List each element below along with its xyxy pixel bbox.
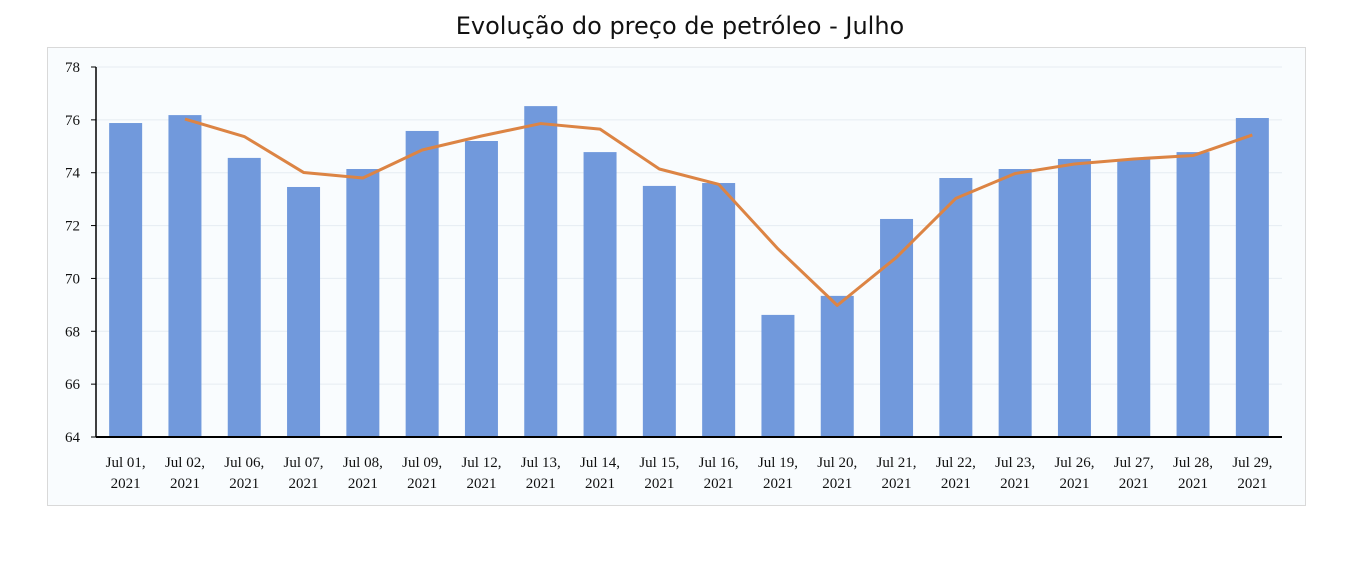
- x-tick-label: 2021: [644, 476, 674, 492]
- moving-average-line: [184, 117, 1253, 307]
- x-tick-label: 2021: [1178, 476, 1208, 492]
- x-tick-label: Jul 28,: [1173, 455, 1213, 471]
- y-tick-label: 74: [65, 166, 81, 182]
- y-tick-label: 78: [65, 60, 80, 76]
- bar: [761, 314, 795, 437]
- x-tick-label: 2021: [466, 476, 496, 492]
- x-tick-label: 2021: [526, 476, 556, 492]
- y-tick-label: 76: [65, 113, 81, 129]
- x-tick-label: 2021: [289, 476, 319, 492]
- bar: [524, 106, 558, 437]
- x-tick-label: 2021: [111, 476, 141, 492]
- x-tick-label: Jul 06,: [224, 455, 264, 471]
- x-tick-label: Jul 27,: [1114, 455, 1154, 471]
- y-tick-label: 70: [65, 271, 80, 287]
- x-tick-label: 2021: [229, 476, 259, 492]
- y-tick-label: 66: [65, 377, 81, 393]
- bar: [168, 115, 202, 437]
- x-tick-label: 2021: [763, 476, 793, 492]
- bar: [1176, 152, 1210, 437]
- bar: [583, 152, 617, 437]
- x-tick-label: Jul 02,: [165, 455, 205, 471]
- x-tick-label: 2021: [170, 476, 200, 492]
- x-tick-label: Jul 15,: [639, 455, 679, 471]
- x-tick-label: Jul 07,: [284, 455, 324, 471]
- y-tick-label: 72: [65, 219, 80, 235]
- y-tick-label: 64: [65, 430, 81, 446]
- bar: [939, 178, 973, 437]
- bar: [1117, 158, 1151, 437]
- x-tick-label: 2021: [1000, 476, 1030, 492]
- y-tick-label: 68: [65, 324, 80, 340]
- x-tick-label: Jul 12,: [461, 455, 501, 471]
- bar: [346, 169, 380, 437]
- x-tick-label: Jul 01,: [106, 455, 146, 471]
- x-tick-label: 2021: [882, 476, 912, 492]
- x-tick-label: Jul 20,: [817, 455, 857, 471]
- x-tick-label: 2021: [348, 476, 378, 492]
- x-tick-label: 2021: [1119, 476, 1149, 492]
- bar: [464, 141, 498, 437]
- x-tick-label: 2021: [1059, 476, 1089, 492]
- x-tick-label: 2021: [585, 476, 615, 492]
- x-tick-label: Jul 14,: [580, 455, 620, 471]
- bar: [227, 157, 261, 437]
- x-tick-label: Jul 23,: [995, 455, 1035, 471]
- x-tick-label: 2021: [1237, 476, 1267, 492]
- x-tick-label: 2021: [822, 476, 852, 492]
- bar: [1057, 158, 1091, 437]
- x-tick-label: 2021: [704, 476, 734, 492]
- x-tick-label: Jul 09,: [402, 455, 442, 471]
- bar: [702, 183, 736, 437]
- bar: [642, 185, 676, 437]
- x-tick-label: Jul 26,: [1054, 455, 1094, 471]
- bar: [880, 218, 914, 437]
- x-tick-label: 2021: [941, 476, 971, 492]
- bar: [820, 295, 854, 437]
- x-tick-label: 2021: [407, 476, 437, 492]
- chart-title: Evolução do preço de petróleo - Julho: [455, 12, 905, 40]
- x-tick-label: Jul 16,: [699, 455, 739, 471]
- x-tick-label: Jul 22,: [936, 455, 976, 471]
- x-tick-label: Jul 21,: [877, 455, 917, 471]
- bar: [998, 169, 1032, 437]
- x-tick-label: Jul 08,: [343, 455, 383, 471]
- bar: [1235, 118, 1269, 437]
- bar: [287, 186, 321, 437]
- bar: [405, 130, 439, 437]
- bar: [109, 123, 143, 438]
- x-tick-label: Jul 29,: [1232, 455, 1272, 471]
- x-tick-label: Jul 13,: [521, 455, 561, 471]
- x-tick-label: Jul 19,: [758, 455, 798, 471]
